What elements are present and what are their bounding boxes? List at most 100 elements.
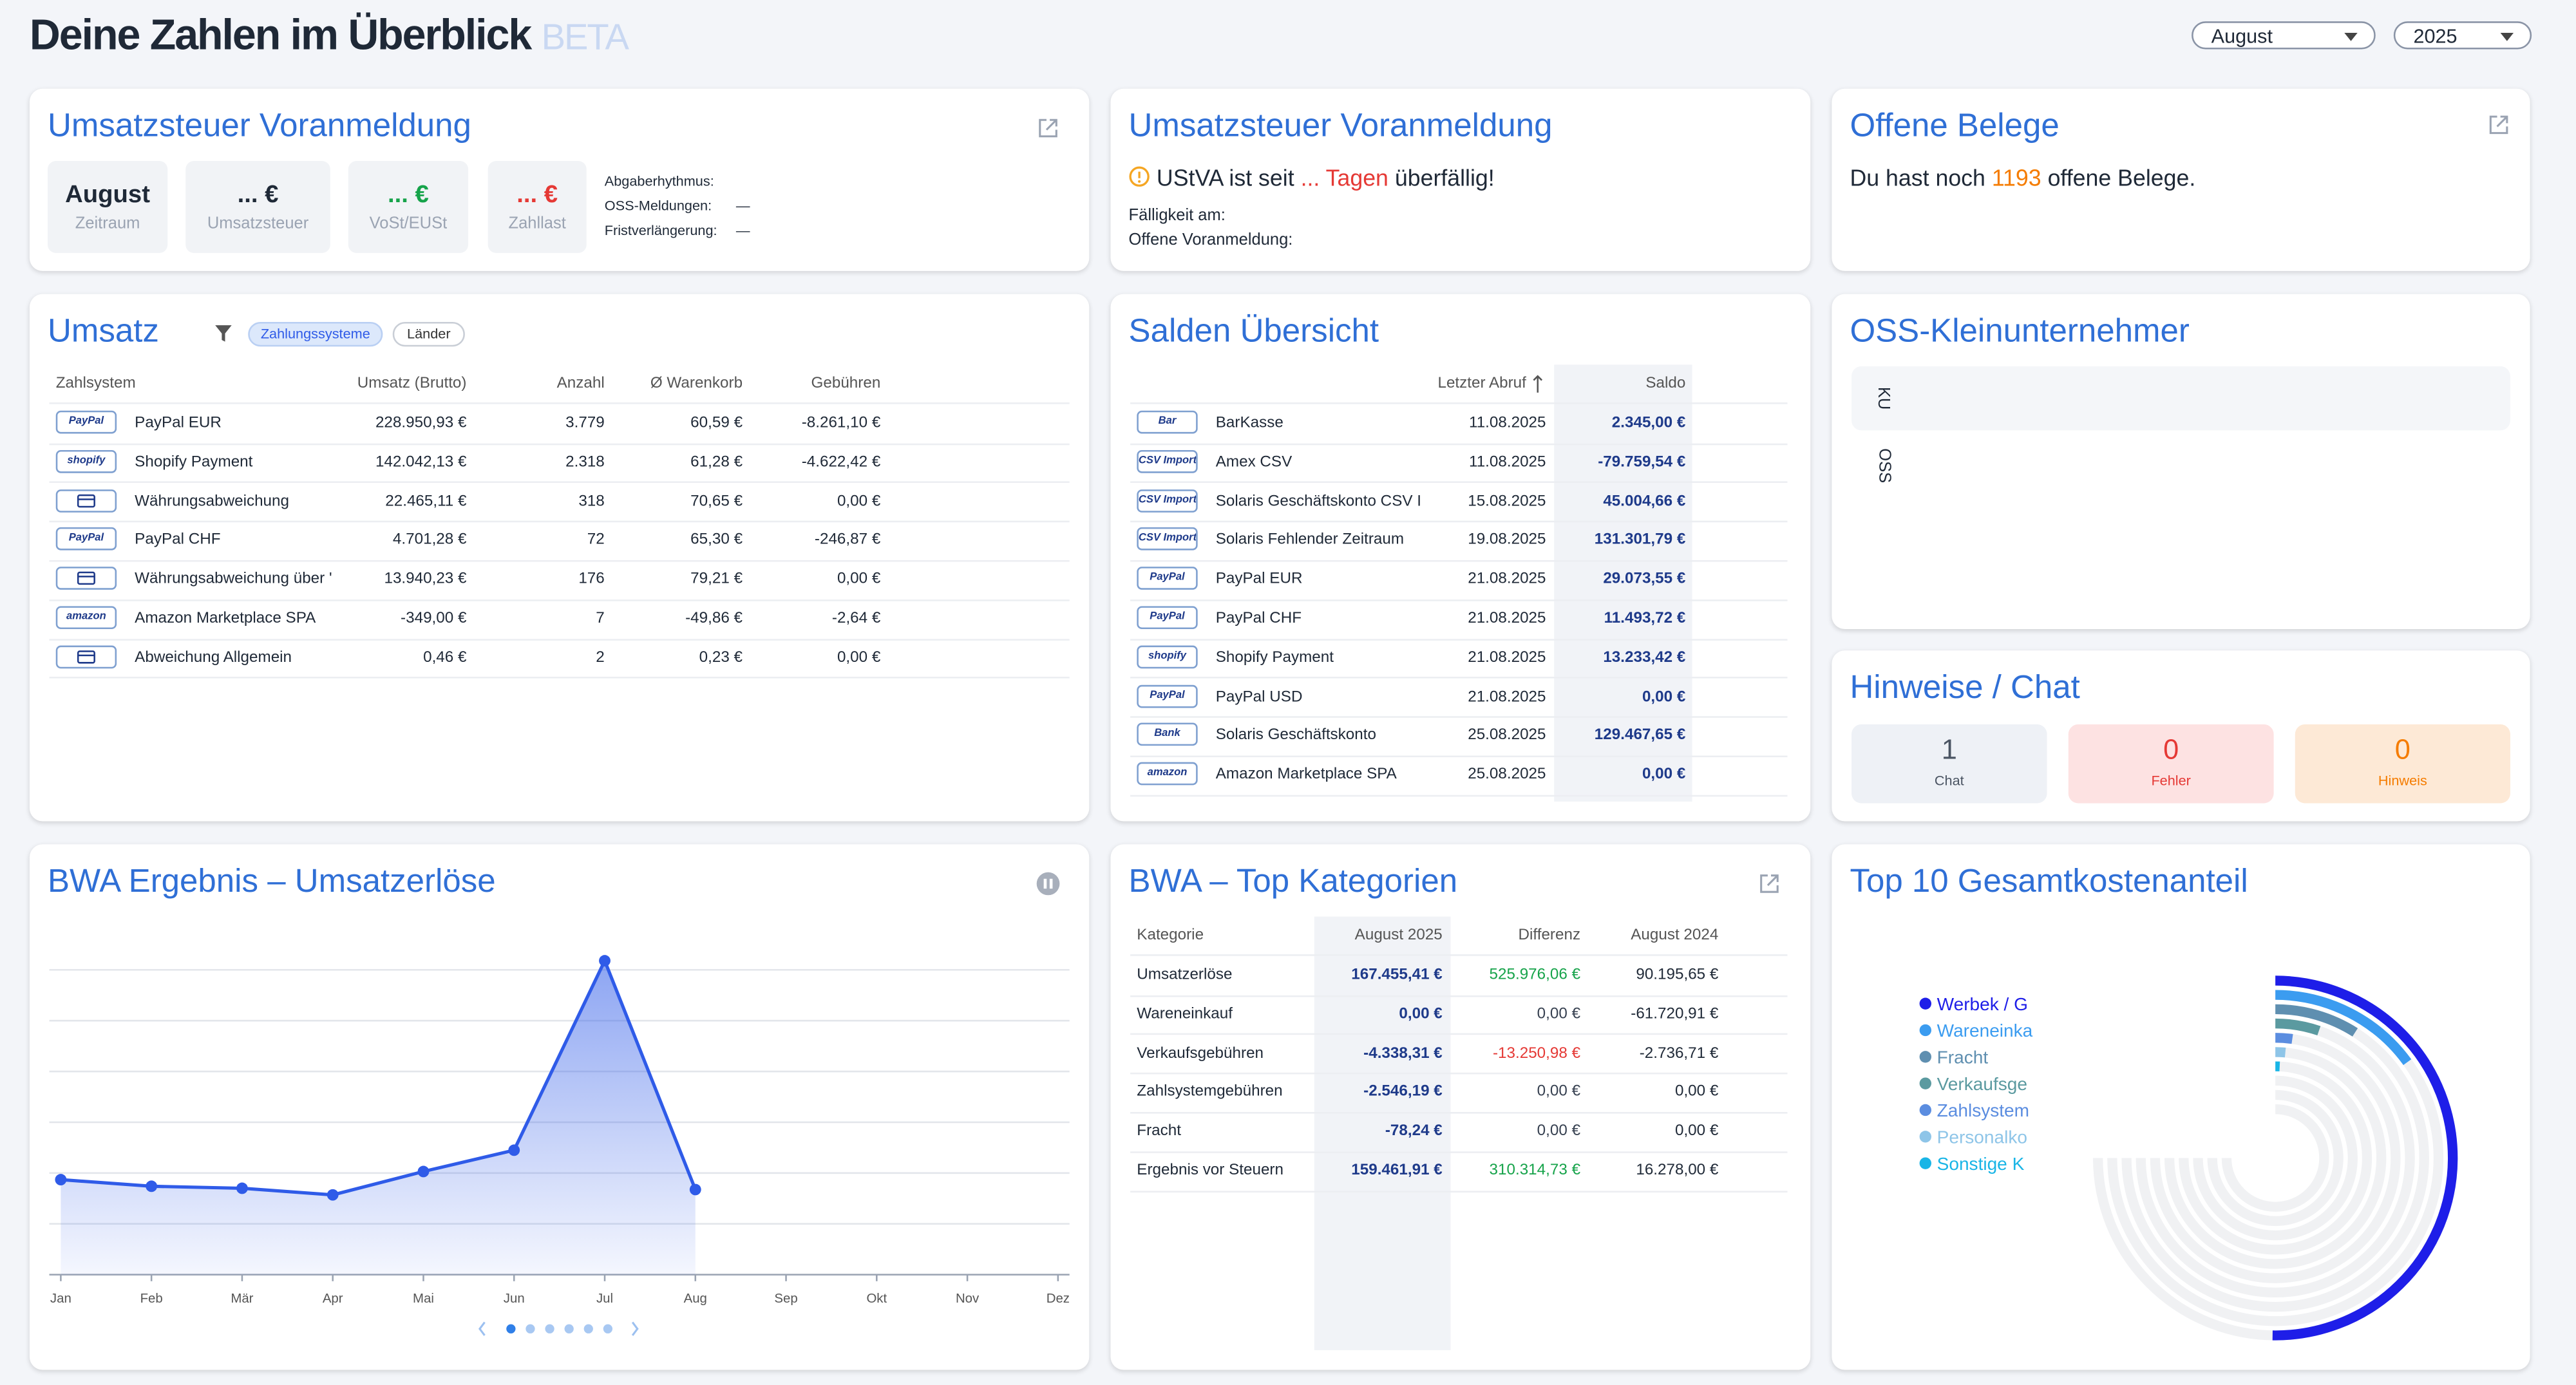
column-header: Zahlsystem xyxy=(55,374,136,393)
cell: -349,00 € xyxy=(401,609,467,628)
cell: -2.546,19 € xyxy=(1363,1083,1443,1102)
legend-marker xyxy=(1919,1077,1931,1089)
filter-chip[interactable]: Zahlungssysteme xyxy=(248,322,383,347)
row-divider xyxy=(1130,402,1788,404)
ustva-status-card: Umsatzsteuer Voranmeldung UStVA ist seit… xyxy=(1110,88,1811,271)
column-header: Gebühren xyxy=(811,374,881,393)
cell: Währungsabweichung über ' xyxy=(135,570,332,589)
cell: Solaris Fehlender Zeitraum xyxy=(1215,531,1405,550)
hint-label: Chat xyxy=(1934,771,1964,789)
warning-icon xyxy=(1129,166,1150,187)
cell: 11.493,72 € xyxy=(1604,609,1686,628)
legend-marker xyxy=(1919,1157,1931,1169)
tile-label: VoSt/EUSt xyxy=(369,215,448,234)
cell: 2 xyxy=(596,648,605,667)
track xyxy=(2207,1089,2344,1227)
cell: Verkaufsgebühren xyxy=(1137,1044,1264,1062)
track xyxy=(2121,1004,2429,1312)
filter-chip[interactable]: Länder xyxy=(392,322,465,347)
icon-shape xyxy=(1533,375,1543,393)
cell: 79,21 € xyxy=(690,570,743,589)
area xyxy=(61,961,696,1275)
oss-label: OSS xyxy=(1874,448,1893,484)
point xyxy=(55,1174,67,1186)
cell: 61,28 € xyxy=(690,453,743,471)
row-divider xyxy=(49,599,1070,601)
cell: Solaris Geschäftskonto xyxy=(1215,726,1376,745)
tile-value: ... € xyxy=(516,180,558,209)
cell: 129.467,65 € xyxy=(1594,726,1686,745)
legend-marker xyxy=(1919,1051,1931,1063)
cell: Umsatzerlöse xyxy=(1137,966,1233,985)
icon-shape xyxy=(478,1321,486,1336)
month-select[interactable]: August xyxy=(2192,21,2376,50)
system-icon: PayPal xyxy=(1137,567,1198,590)
cell: 3.779 xyxy=(565,413,605,432)
column-shade xyxy=(1314,916,1451,1350)
x-tick-label: Dez xyxy=(1046,1292,1070,1306)
cell: -8.261,10 € xyxy=(801,413,881,432)
column-header: Anzahl xyxy=(556,374,605,393)
icon-shape xyxy=(77,572,95,585)
system-icon xyxy=(55,567,117,590)
cell: 0,00 € xyxy=(1537,1004,1581,1023)
legend-label: Wareneinka xyxy=(1937,1021,2033,1041)
cell: -4.338,31 € xyxy=(1363,1044,1443,1062)
legend-label: Personalko xyxy=(1937,1127,2027,1147)
icon-shape xyxy=(77,493,95,507)
icon-shape xyxy=(1036,872,1060,896)
cell: 19.08.2025 xyxy=(1468,531,1546,550)
bwa-top-card: BWA – Top Kategorien Kategorie August 202… xyxy=(1110,844,1811,1370)
system-icon: CSV Import xyxy=(1137,489,1198,512)
cell: 2.318 xyxy=(565,453,605,471)
hint-count: 0 xyxy=(2394,734,2410,766)
card-glyph xyxy=(77,572,95,585)
cell: 525.976,06 € xyxy=(1489,966,1581,985)
column-header: August 2024 xyxy=(1631,926,1719,945)
radial-bar xyxy=(2275,1047,2286,1058)
cell: 29.073,55 € xyxy=(1603,570,1686,589)
pager xyxy=(478,1321,639,1336)
card-title: Hinweise / Chat xyxy=(1850,670,2080,706)
cell: Shopify Payment xyxy=(1215,648,1334,667)
row-divider xyxy=(1130,1073,1788,1075)
legend-marker xyxy=(1919,997,1931,1010)
external-link-icon xyxy=(1039,118,1057,138)
row-divider xyxy=(49,677,1070,679)
status-line: Offene Voranmeldung: xyxy=(1128,231,1293,250)
cell: 318 xyxy=(578,492,605,511)
hint-count: 0 xyxy=(2163,734,2179,766)
row-divider xyxy=(1130,1111,1788,1114)
system-icon: PayPal xyxy=(1137,684,1198,708)
icon-shape xyxy=(1039,118,1057,138)
row-divider xyxy=(1130,755,1788,757)
tile-value: ... € xyxy=(237,180,279,209)
filter-icon xyxy=(215,325,232,342)
oss-label: KU xyxy=(1873,386,1892,410)
system-icon: amazon xyxy=(55,606,117,630)
cell: 7 xyxy=(596,609,605,628)
point xyxy=(508,1144,520,1156)
cell: 13.940,23 € xyxy=(384,570,467,589)
belege-card: Offene Belege Du hast noch 1193 offene B… xyxy=(1832,88,2530,271)
cell: 70,65 € xyxy=(690,492,743,511)
row-divider xyxy=(1130,1190,1788,1192)
card-title: BWA – Top Kategorien xyxy=(1128,863,1458,900)
icon-shape xyxy=(215,325,232,342)
cell: Amazon Marketplace SPA xyxy=(135,609,316,628)
pager-dot xyxy=(545,1324,554,1333)
year-select[interactable]: 2025 xyxy=(2393,21,2532,50)
row-divider xyxy=(1130,482,1788,484)
row-divider xyxy=(49,442,1070,445)
icon-shape xyxy=(1138,180,1141,183)
row-divider xyxy=(1130,442,1788,445)
column-header: August 2025 xyxy=(1354,926,1443,945)
cell: Ergebnis vor Steuern xyxy=(1137,1161,1283,1180)
cell: 0,00 € xyxy=(1642,766,1686,784)
system-icon: CSV Import xyxy=(1137,527,1198,551)
cell: -61.720,91 € xyxy=(1631,1004,1719,1023)
card-title: Umsatz xyxy=(47,314,159,350)
cell: -2,64 € xyxy=(831,609,881,628)
cell: PayPal USD xyxy=(1215,687,1303,706)
radial-chart: Werbek / G Wareneinka Fracht Verkaufsge Zahl… xyxy=(1919,975,2458,1341)
